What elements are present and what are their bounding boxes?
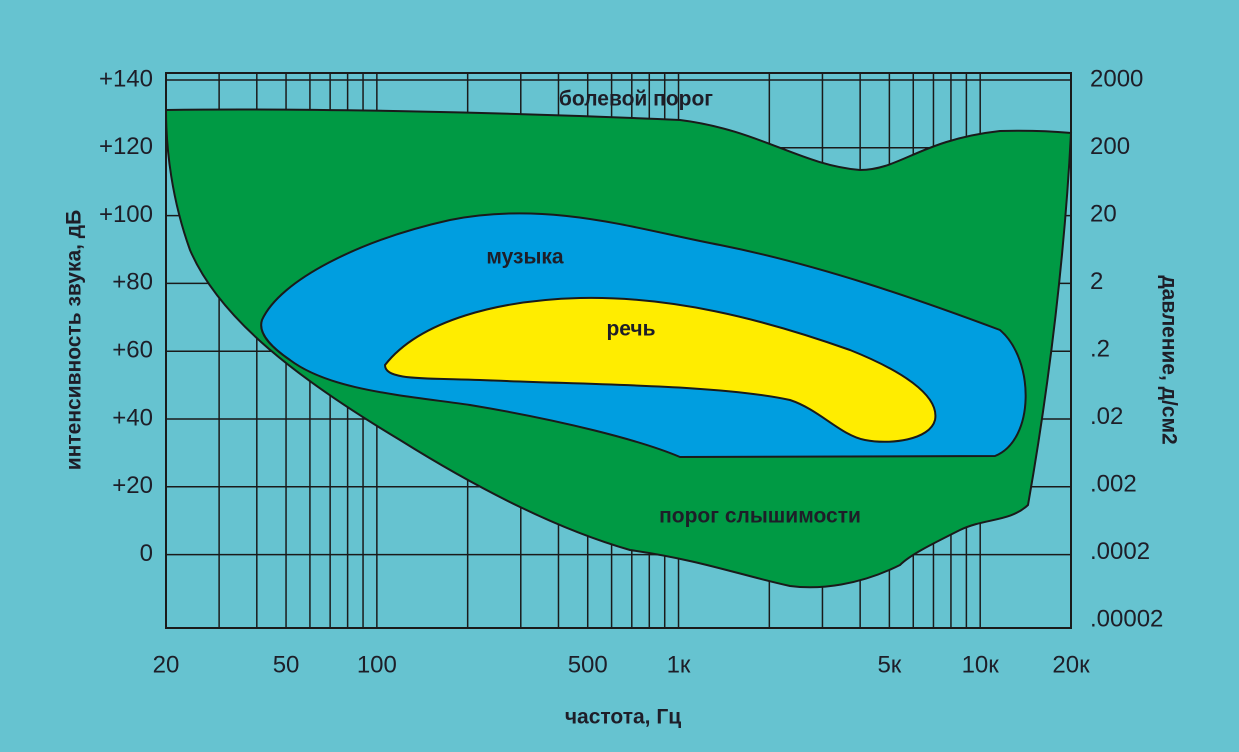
y-tick-label: +100 — [99, 201, 153, 228]
x-tick-label: 100 — [357, 651, 397, 678]
y2-tick-label: .0002 — [1090, 538, 1150, 565]
area-label: порог слышимости — [659, 505, 861, 528]
y2-tick-label: .02 — [1090, 403, 1123, 430]
y-tick-label: +60 — [112, 337, 153, 364]
y2-tick-label: .2 — [1090, 335, 1110, 362]
x-tick-label: 5к — [877, 651, 901, 678]
area-label: болевой порог — [559, 88, 713, 111]
y2-tick-label: .00002 — [1090, 605, 1163, 632]
y-tick-label: 0 — [140, 540, 153, 567]
axis-title: давление, д/см2 — [1157, 275, 1180, 444]
x-tick-label: 20к — [1052, 651, 1090, 678]
y-tick-label: +80 — [112, 269, 153, 296]
area-label: музыка — [486, 246, 564, 269]
axis-title: интенсивность звука, дБ — [63, 210, 86, 470]
x-tick-label: 10к — [962, 651, 1000, 678]
y-tick-label: +20 — [112, 472, 153, 499]
y2-tick-label: 2 — [1090, 268, 1103, 295]
y2-tick-label: 20 — [1090, 200, 1117, 227]
x-tick-label: 20 — [153, 651, 180, 678]
y-tick-label: +40 — [112, 404, 153, 431]
y-tick-label: +140 — [99, 65, 153, 92]
y2-tick-label: 200 — [1090, 133, 1130, 160]
y-tick-label: +120 — [99, 133, 153, 160]
speech-area — [383, 296, 937, 443]
plot-frame — [165, 72, 1072, 629]
x-tick-label: 500 — [568, 651, 608, 678]
x-tick-label: 50 — [273, 651, 300, 678]
area-label: речь — [606, 318, 655, 341]
y2-tick-label: .002 — [1090, 470, 1137, 497]
y2-tick-label: 2000 — [1090, 65, 1143, 92]
x-tick-label: 1к — [667, 651, 691, 678]
axis-title: частота, Гц — [565, 706, 681, 729]
